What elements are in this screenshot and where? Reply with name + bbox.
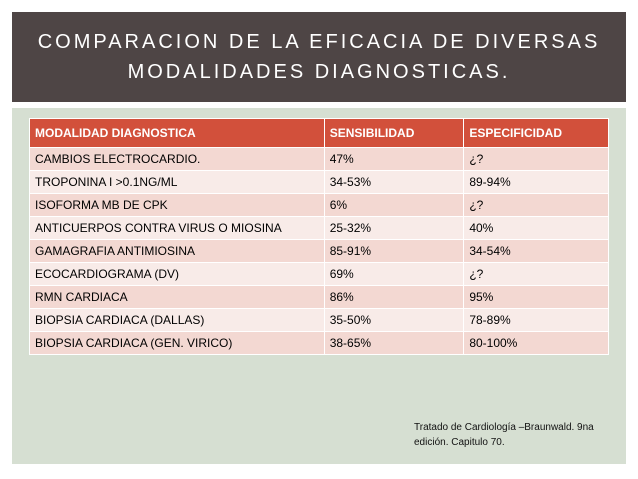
header-modalidad: MODALIDAD DIAGNOSTICA	[29, 118, 325, 148]
cell-sensibilidad: 69%	[323, 262, 465, 286]
cell-modalidad: ECOCARDIOGRAMA (DV)	[29, 262, 325, 286]
cell-sensibilidad: 6%	[323, 193, 465, 217]
cell-especificidad: ¿?	[463, 262, 609, 286]
cell-especificidad: 40%	[463, 216, 609, 240]
cell-especificidad: 89-94%	[463, 170, 609, 194]
cell-sensibilidad: 38-65%	[323, 331, 465, 355]
cell-sensibilidad: 34-53%	[323, 170, 465, 194]
source-citation: Tratado de Cardiología –Braunwald. 9na e…	[414, 422, 594, 448]
cell-modalidad: ANTICUERPOS CONTRA VIRUS O MIOSINA	[29, 216, 325, 240]
cell-especificidad: 95%	[463, 285, 609, 309]
cell-modalidad: GAMAGRAFIA ANTIMIOSINA	[29, 239, 325, 263]
cell-sensibilidad: 86%	[323, 285, 465, 309]
cell-especificidad: 78-89%	[463, 308, 609, 332]
cell-especificidad: ¿?	[463, 147, 609, 171]
cell-modalidad: CAMBIOS ELECTROCARDIO.	[29, 147, 325, 171]
table-row: RMN CARDIACA 86% 95%	[29, 285, 609, 309]
cell-sensibilidad: 25-32%	[323, 216, 465, 240]
cell-especificidad: 80-100%	[463, 331, 609, 355]
cell-especificidad: 34-54%	[463, 239, 609, 263]
slide-title: COMPARACION DE LA EFICACIA DE DIVERSAS M…	[12, 12, 626, 102]
cell-modalidad: BIOPSIA CARDIACA (GEN. VIRICO)	[29, 331, 325, 355]
cell-modalidad: BIOPSIA CARDIACA (DALLAS)	[29, 308, 325, 332]
table-row: ISOFORMA MB DE CPK 6% ¿?	[29, 193, 609, 217]
cell-modalidad: ISOFORMA MB DE CPK	[29, 193, 325, 217]
cell-modalidad: TROPONINA I >0.1NG/ML	[29, 170, 325, 194]
table-row: BIOPSIA CARDIACA (GEN. VIRICO) 38-65% 80…	[29, 331, 609, 355]
cell-sensibilidad: 35-50%	[323, 308, 465, 332]
table-header-row: MODALIDAD DIAGNOSTICA SENSIBILIDAD ESPEC…	[29, 118, 609, 148]
comparison-table: MODALIDAD DIAGNOSTICA SENSIBILIDAD ESPEC…	[29, 118, 609, 355]
cell-modalidad: RMN CARDIACA	[29, 285, 325, 309]
header-sensibilidad: SENSIBILIDAD	[323, 118, 465, 148]
table-row: ANTICUERPOS CONTRA VIRUS O MIOSINA 25-32…	[29, 216, 609, 240]
slide-title-line-1: COMPARACION DE LA EFICACIA DE DIVERSAS	[37, 31, 601, 53]
cell-sensibilidad: 47%	[323, 147, 465, 171]
table-row: CAMBIOS ELECTROCARDIO. 47% ¿?	[29, 147, 609, 171]
table-row: GAMAGRAFIA ANTIMIOSINA 85-91% 34-54%	[29, 239, 609, 263]
slide-title-line-2: MODALIDADES DIAGNOSTICAS.	[127, 61, 511, 83]
header-especificidad: ESPECIFICIDAD	[463, 118, 609, 148]
cell-sensibilidad: 85-91%	[323, 239, 465, 263]
table-row: TROPONINA I >0.1NG/ML 34-53% 89-94%	[29, 170, 609, 194]
table-row: BIOPSIA CARDIACA (DALLAS) 35-50% 78-89%	[29, 308, 609, 332]
table-row: ECOCARDIOGRAMA (DV) 69% ¿?	[29, 262, 609, 286]
cell-especificidad: ¿?	[463, 193, 609, 217]
